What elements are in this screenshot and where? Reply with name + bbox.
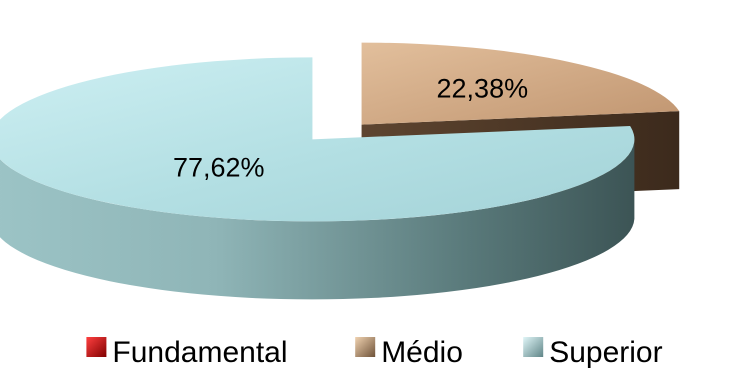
pie-slice-top-superior xyxy=(0,57,635,222)
legend-label-fundamental: Fundamental xyxy=(112,336,287,368)
legend-swatch-superior xyxy=(523,337,544,357)
pie-slice-top-medio xyxy=(361,42,680,125)
pie-slices xyxy=(0,42,680,300)
legend-swatch-fundamental xyxy=(86,337,107,357)
legend-label-superior: Superior xyxy=(549,336,662,368)
legend-item-superior: Superior xyxy=(523,336,663,368)
pie-slice-side-superior xyxy=(0,140,635,300)
pie-slice-superior xyxy=(0,57,635,300)
legend-label-medio: Médio xyxy=(381,336,463,368)
pie-data-labels: 22,38% 77,62% xyxy=(173,73,528,182)
data-label-superior: 77,62% xyxy=(173,153,265,183)
legend: Fundamental Médio Superior xyxy=(86,336,663,368)
legend-item-medio: Médio xyxy=(355,336,463,368)
data-label-medio: 22,38% xyxy=(437,73,529,103)
legend-item-fundamental: Fundamental xyxy=(86,336,288,368)
legend-swatch-medio xyxy=(355,337,376,357)
